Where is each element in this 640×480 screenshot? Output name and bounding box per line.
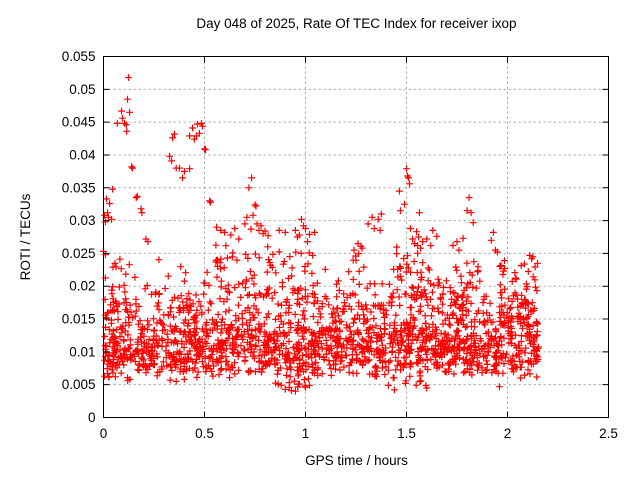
y-tick-label: 0.03 [69,213,95,228]
axis-ticks [103,56,609,418]
data-points [100,74,542,395]
y-tick-label: 0.025 [62,246,96,261]
y-tick-label: 0.05 [69,82,95,97]
y-tick-label: 0.02 [69,279,95,294]
y-tick-label: 0.04 [69,147,96,162]
x-tick-label: 1 [302,426,310,441]
plot-border [103,56,609,418]
y-tick-label: 0.045 [62,115,96,130]
y-tick-label: 0.01 [69,344,95,359]
x-tick-label: 1.5 [397,426,416,441]
y-tick-label: 0.015 [62,312,96,327]
x-axis-label: GPS time / hours [305,453,408,468]
chart-title: Day 048 of 2025, Rate Of TEC Index for r… [196,16,517,31]
x-tick-label: 2 [504,426,512,441]
y-tick-label: 0.005 [62,377,96,392]
x-tick-label: 0.5 [195,426,214,441]
y-tick-label: 0.055 [62,49,96,64]
y-tick-label: 0.035 [62,180,96,195]
x-tick-label: 0 [100,426,108,441]
y-tick-label: 0 [88,410,96,425]
x-tick-label: 2.5 [599,426,618,441]
